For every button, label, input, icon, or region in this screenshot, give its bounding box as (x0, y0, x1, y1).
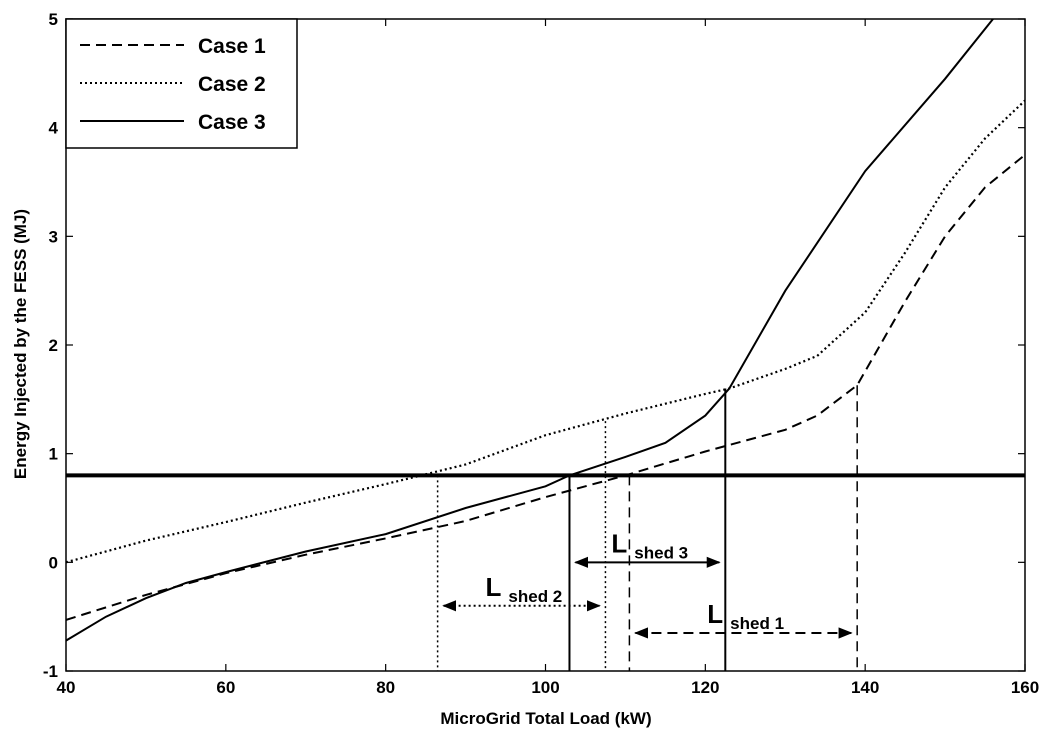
x-tick-label: 140 (851, 678, 879, 697)
series-line-1 (66, 154, 1025, 621)
legend-label-3: Case 3 (198, 111, 266, 134)
x-tick-label: 100 (531, 678, 559, 697)
drop-lines (436, 385, 858, 671)
shed-label-sub: shed 3 (634, 543, 688, 562)
x-axis-title: MicroGrid Total Load (kW) (440, 709, 651, 728)
y-tick-label: 3 (49, 227, 58, 246)
shed-label-main: L (707, 599, 723, 629)
x-tick-label: 120 (691, 678, 719, 697)
y-axis-title: Energy Injected by the FESS (MJ) (11, 209, 30, 479)
shed-label-sub: shed 1 (730, 614, 784, 633)
legend: Case 1 Case 2 Case 3 (65, 18, 298, 149)
y-tick-label: 2 (49, 336, 58, 355)
x-tick-label: 80 (376, 678, 395, 697)
shed-label-main: L (611, 528, 627, 558)
shed-label-sub: shed 2 (508, 587, 562, 606)
series-line-3 (66, 19, 994, 642)
x-tick-label: 60 (216, 678, 235, 697)
x-tick-label: 160 (1011, 678, 1039, 697)
x-tick-label: 40 (57, 678, 76, 697)
y-tick-label: -1 (43, 662, 58, 681)
y-tick-label: 5 (49, 10, 58, 29)
y-tick-label: 0 (49, 553, 58, 572)
y-tick-label: 4 (49, 119, 59, 138)
ticks-group: 40 60 80 100 120 140 160 -1 0 1 2 3 4 5 (43, 10, 1039, 697)
legend-label-2: Case 2 (198, 73, 266, 96)
y-tick-label: 1 (49, 445, 58, 464)
series-line-2 (66, 99, 1025, 564)
legend-label-1: Case 1 (198, 35, 266, 58)
series-group (66, 19, 1025, 642)
shed-label-main: L (486, 572, 502, 602)
